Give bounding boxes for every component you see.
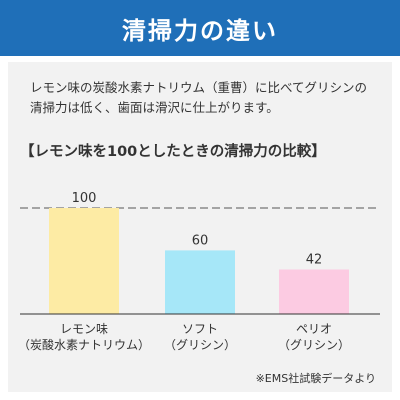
bar-value-label: 60 xyxy=(192,233,209,248)
category-label: ペリオ xyxy=(296,322,332,336)
description-text: レモン味の炭酸水素ナトリウム（重曹）に比べてグリシンの清掃力は低く、歯面は滑沢に… xyxy=(30,80,368,115)
chart-title: 【レモン味を100としたときの清掃力の比較】 xyxy=(20,144,326,160)
category-label: （グリシン） xyxy=(278,338,350,352)
bar-1 xyxy=(49,208,119,314)
bar-3 xyxy=(279,269,349,314)
category-label: ソフト xyxy=(182,322,218,336)
category-label: レモン味 xyxy=(60,322,108,336)
bar-value-label: 100 xyxy=(72,191,97,206)
source-footnote: ※EMS社試験データより xyxy=(255,372,376,385)
bar-2 xyxy=(165,250,235,314)
page-title: 清掃力の違い xyxy=(122,16,278,45)
category-label: （炭酸水素ナトリウム） xyxy=(18,337,150,352)
header-bar: 清掃力の違い xyxy=(0,0,400,56)
bar-value-label: 42 xyxy=(306,252,323,267)
category-label: （グリシン） xyxy=(164,338,236,352)
